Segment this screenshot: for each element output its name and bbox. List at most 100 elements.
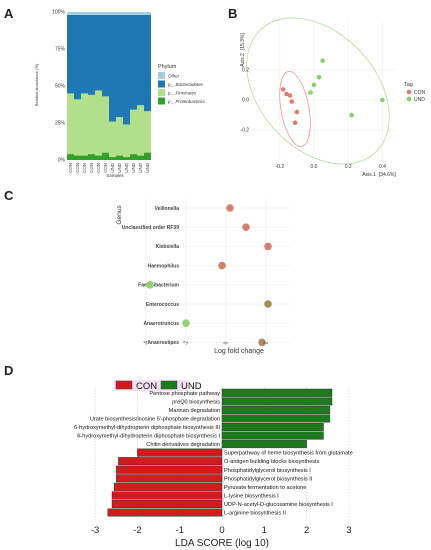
panel-a-bar-segment-2	[74, 14, 81, 100]
panel-c-genus-label: Haemophilus	[148, 263, 180, 269]
panel-b-point-und	[311, 82, 317, 88]
panel-a-x-tick-label: UND	[110, 162, 115, 172]
panel-c-grid	[145, 198, 290, 343]
panel-b-con-ellipse	[279, 71, 311, 147]
panel-c-genus-label: Faecalibacterium	[138, 283, 179, 289]
panel-a-bar-segment-1	[116, 117, 123, 156]
panel-a-y-tick-label: 50%	[55, 84, 66, 90]
panel-b-ticks: -0.2 0.0 0.2 0.4 -0.2 0.0 0.2	[240, 67, 386, 170]
panel-b-x-tick-label: 0.4	[379, 164, 386, 170]
panel-d-x-ticks: -3 -2 -1 0 1 2 3	[91, 525, 352, 536]
panel-d-pathway-label: Urate biosynthesis/inosine 5'-phosphate …	[90, 416, 220, 422]
panel-d-pathway-labels: Pentose phosphate pathway preQ0 biosynthe…	[74, 391, 353, 517]
panel-d-x-axis-label: LDA SCORE (log 10)	[175, 538, 269, 549]
panel-a-legend: Other p__Bacteroidetes p__Firmicutes p__Pro…	[158, 72, 205, 105]
panel-d-legend-swatch	[115, 380, 133, 390]
panel-a-bar-segment-1	[88, 94, 95, 155]
panel-a-x-tick-label: UND	[117, 162, 122, 172]
panel-a-bars	[67, 12, 151, 160]
panel-a-bar-segment-1	[81, 93, 88, 156]
panel-a-bar-segment-3	[109, 12, 116, 15]
panel-b-und-ellipse	[246, 17, 390, 165]
panel-c-point	[242, 223, 250, 231]
panel-a-x-ticks: CON CON CON CON CON CON UND UND UND UND UND UND	[68, 162, 150, 173]
panel-a-bar-segment-0	[81, 155, 88, 160]
panel-d-bar-con	[107, 508, 223, 517]
panel-a-bar-segment-3	[116, 12, 123, 15]
panel-d-bar-con	[137, 448, 223, 457]
panel-c-x-tick-label: 0	[224, 341, 230, 344]
panel-a-bar-segment-1	[95, 90, 102, 156]
panel-d-pathway-label: preQ0 biosynthesis	[172, 399, 220, 405]
panel-a-legend-swatch	[158, 97, 165, 105]
panel-a-y-tick-label: 100%	[52, 10, 65, 16]
panel-d-bars	[107, 388, 333, 517]
panel-d-bar-con	[111, 491, 223, 500]
panel-a-bar-segment-2	[137, 14, 144, 106]
panel-b-point-und	[380, 97, 385, 103]
panel-a-x-tick-label: UND	[131, 162, 136, 172]
panel-c-genus-label: Unclassified order RF39	[122, 225, 179, 231]
panel-a-bar-segment-2	[116, 14, 123, 118]
panel-d-pathway-label: O-antigen building blocks biosynthesis	[224, 459, 319, 465]
panel-d-legend: CON UND	[114, 380, 202, 392]
panel-a-bar-segment-0	[144, 152, 151, 160]
panel-b-legend-label: UND	[414, 97, 425, 103]
panel-a-bar-segment-1	[144, 111, 151, 153]
panel-a-bar-segment-3	[137, 12, 144, 15]
panel-b-y-tick-label: -0.2	[240, 128, 249, 134]
panel-d-pathway-label: L-arginine biosynthesis II	[224, 511, 286, 517]
panel-c-x-tick-label: 2	[264, 341, 270, 344]
panel-b-point-und	[320, 58, 325, 63]
panel-a-bar-segment-0	[109, 157, 116, 160]
panel-a-bar-segment-1	[137, 105, 144, 156]
panel-a-legend-swatch	[158, 72, 165, 79]
panel-d-bar-und	[221, 414, 331, 423]
panel-c-genus-labels: Veillonella Unclassified order RF39 Klebsi…	[122, 206, 180, 346]
panel-d-x-tick-label: 0	[219, 525, 224, 536]
panel-c-x-tick-label: -2	[184, 341, 190, 346]
panel-d-x-tick-label: -2	[133, 525, 141, 536]
panel-d-bar-con	[116, 465, 223, 474]
panel-b-point-und	[308, 90, 313, 95]
panel-b-y-axis-label: Axis.2 [15.3%]	[240, 33, 246, 67]
panel-a-bar-segment-3	[74, 12, 81, 15]
panel-a-bar-segment-3	[102, 12, 109, 15]
panel-b-point-und	[316, 75, 322, 80]
panel-a-bar-segment-0	[116, 155, 123, 160]
panel-label-d: D	[4, 363, 13, 378]
panel-label-a: A	[4, 6, 14, 21]
panel-a-bar-segment-2	[123, 14, 130, 125]
panel-a-x-tick-label: CON	[89, 163, 94, 173]
panel-d-bar-und	[221, 431, 324, 440]
panel-a-stacked-bar-chart: Relative abundance (%) Samples Phylum 0%…	[34, 10, 205, 179]
panel-d-pathway-label: L-lysine biosynthesis I	[224, 493, 279, 499]
panel-b-legend-label: CON	[414, 90, 426, 96]
panel-b-point-und	[349, 112, 354, 118]
panel-b-point-con	[280, 87, 286, 92]
panel-label-b: B	[228, 6, 237, 21]
panel-a-y-tick-label: 25%	[55, 121, 66, 127]
panel-d-bar-und	[221, 397, 333, 406]
panel-b-legend-title: Tag	[404, 82, 413, 88]
panel-a-legend-title: Phylum	[158, 64, 177, 70]
panel-b-x-tick-label: -0.2	[275, 164, 284, 170]
panel-d-legend-label: UND	[181, 381, 202, 392]
panel-label-c: C	[4, 188, 14, 203]
panel-a-bar-segment-3	[123, 12, 130, 15]
panel-a-legend-label: Other	[168, 74, 180, 79]
panel-a-legend-swatch	[158, 89, 165, 96]
panel-d-x-tick-label: -3	[91, 525, 99, 536]
panel-d-pathway-label: Chitin derivatives degradation	[146, 442, 220, 448]
panel-d-bar-con	[116, 474, 223, 483]
panel-c-x-axis-label: Log fold change	[214, 348, 264, 355]
panel-a-bar-segment-2	[88, 14, 95, 95]
panel-b-x-axis-name: Axis.1	[362, 172, 376, 178]
panel-d-bar-con	[113, 482, 223, 491]
panel-b-plot-area	[247, 20, 395, 170]
panel-a-bar-segment-1	[130, 109, 137, 155]
panel-c-point	[264, 300, 272, 308]
panel-b-y-axis-pct: [15.3%]	[240, 33, 246, 51]
